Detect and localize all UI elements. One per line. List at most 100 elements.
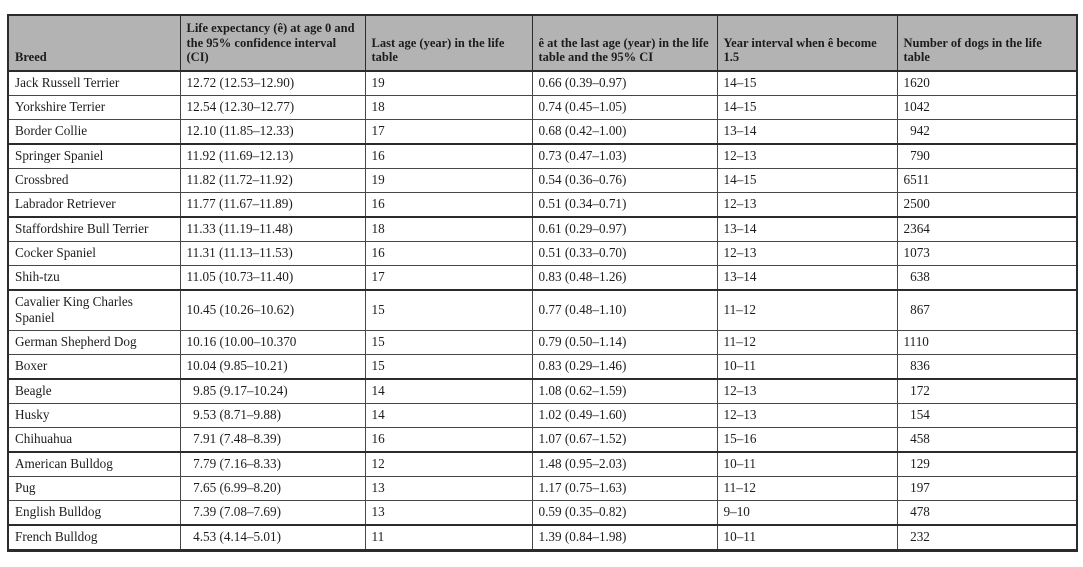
cell-dog-count: 172 (896, 378, 1078, 404)
cell-dog-count: 6511 (896, 167, 1078, 193)
table-row: German Shepherd Dog 10.16 (10.00–10.370 … (7, 329, 1078, 355)
cell-dog-count: 836 (896, 353, 1078, 380)
table-header: Breed Life expectancy (ê) at age 0 and t… (7, 14, 1078, 72)
cell-year-interval: 12–13 (716, 143, 898, 169)
cell-breed: German Shepherd Dog (7, 329, 181, 355)
cell-e-last-age: 0.74 (0.45–1.05) (531, 94, 718, 120)
table-row: Chihuahua 7.91 (7.48–8.39) 16 1.07 (0.67… (7, 426, 1078, 453)
cell-breed: Cocker Spaniel (7, 240, 181, 266)
cell-life-expectancy: 12.72 (12.53–12.90) (179, 70, 366, 96)
cell-e-last-age: 1.07 (0.67–1.52) (531, 426, 718, 453)
cell-breed: Boxer (7, 353, 181, 380)
cell-year-interval: 12–13 (716, 191, 898, 218)
table-row: Shih-tzu 11.05 (10.73–11.40) 17 0.83 (0.… (7, 264, 1078, 291)
cell-life-expectancy: 9.85 (9.17–10.24) (179, 378, 366, 404)
cell-e-last-age: 0.77 (0.48–1.10) (531, 289, 718, 331)
cell-dog-count: 1110 (896, 329, 1078, 355)
cell-year-interval: 12–13 (716, 402, 898, 428)
cell-breed: Chihuahua (7, 426, 181, 453)
cell-e-last-age: 1.08 (0.62–1.59) (531, 378, 718, 404)
table-row: Border Collie 12.10 (11.85–12.33) 17 0.6… (7, 118, 1078, 145)
cell-life-expectancy: 11.33 (11.19–11.48) (179, 216, 366, 242)
cell-e-last-age: 0.79 (0.50–1.14) (531, 329, 718, 355)
cell-e-last-age: 1.39 (0.84–1.98) (531, 524, 718, 551)
table-row: English Bulldog 7.39 (7.08–7.69) 13 0.59… (7, 499, 1078, 526)
cell-breed: Pug (7, 475, 181, 501)
cell-dog-count: 154 (896, 402, 1078, 428)
cell-year-interval: 13–14 (716, 264, 898, 291)
cell-dog-count: 2364 (896, 216, 1078, 242)
cell-e-last-age: 0.73 (0.47–1.03) (531, 143, 718, 169)
cell-e-last-age: 0.83 (0.29–1.46) (531, 353, 718, 380)
cell-last-age: 13 (364, 475, 533, 501)
cell-year-interval: 13–14 (716, 216, 898, 242)
cell-life-expectancy: 10.04 (9.85–10.21) (179, 353, 366, 380)
cell-last-age: 15 (364, 329, 533, 355)
cell-breed: Beagle (7, 378, 181, 404)
table-row: Pug 7.65 (6.99–8.20) 13 1.17 (0.75–1.63)… (7, 475, 1078, 501)
table-row: American Bulldog 7.79 (7.16–8.33) 12 1.4… (7, 451, 1078, 477)
cell-last-age: 14 (364, 378, 533, 404)
cell-year-interval: 14–15 (716, 70, 898, 96)
col-header-life-expectancy: Life expectancy (ê) at age 0 and the 95%… (179, 14, 366, 72)
cell-dog-count: 1073 (896, 240, 1078, 266)
table-row: Staffordshire Bull Terrier 11.33 (11.19–… (7, 216, 1078, 242)
cell-dog-count: 458 (896, 426, 1078, 453)
cell-year-interval: 12–13 (716, 240, 898, 266)
cell-life-expectancy: 7.91 (7.48–8.39) (179, 426, 366, 453)
cell-last-age: 18 (364, 216, 533, 242)
col-header-e-last-age: ê at the last age (year) in the life tab… (531, 14, 718, 72)
cell-life-expectancy: 7.65 (6.99–8.20) (179, 475, 366, 501)
table-row: Beagle 9.85 (9.17–10.24) 14 1.08 (0.62–1… (7, 378, 1078, 404)
cell-e-last-age: 0.59 (0.35–0.82) (531, 499, 718, 526)
cell-dog-count: 129 (896, 451, 1078, 477)
cell-year-interval: 12–13 (716, 378, 898, 404)
cell-year-interval: 11–12 (716, 329, 898, 355)
cell-last-age: 19 (364, 70, 533, 96)
cell-life-expectancy: 7.39 (7.08–7.69) (179, 499, 366, 526)
cell-breed: Yorkshire Terrier (7, 94, 181, 120)
cell-life-expectancy: 4.53 (4.14–5.01) (179, 524, 366, 551)
cell-year-interval: 11–12 (716, 289, 898, 331)
cell-e-last-age: 1.02 (0.49–1.60) (531, 402, 718, 428)
table-row: Cocker Spaniel 11.31 (11.13–11.53) 16 0.… (7, 240, 1078, 266)
cell-e-last-age: 1.48 (0.95–2.03) (531, 451, 718, 477)
cell-breed: Husky (7, 402, 181, 428)
cell-e-last-age: 0.61 (0.29–0.97) (531, 216, 718, 242)
table-row: Labrador Retriever 11.77 (11.67–11.89) 1… (7, 191, 1078, 218)
table-row: French Bulldog 4.53 (4.14–5.01) 11 1.39 … (7, 524, 1078, 551)
life-expectancy-table: Breed Life expectancy (ê) at age 0 and t… (7, 14, 1078, 552)
cell-year-interval: 9–10 (716, 499, 898, 526)
cell-last-age: 11 (364, 524, 533, 551)
table-row: Cavalier King Charles Spaniel 10.45 (10.… (7, 289, 1078, 331)
cell-dog-count: 638 (896, 264, 1078, 291)
cell-dog-count: 2500 (896, 191, 1078, 218)
table-row: Husky 9.53 (8.71–9.88) 14 1.02 (0.49–1.6… (7, 402, 1078, 428)
cell-year-interval: 14–15 (716, 167, 898, 193)
cell-last-age: 15 (364, 289, 533, 331)
cell-year-interval: 11–12 (716, 475, 898, 501)
cell-dog-count: 790 (896, 143, 1078, 169)
cell-e-last-age: 0.83 (0.48–1.26) (531, 264, 718, 291)
cell-breed: Springer Spaniel (7, 143, 181, 169)
cell-life-expectancy: 7.79 (7.16–8.33) (179, 451, 366, 477)
cell-last-age: 12 (364, 451, 533, 477)
cell-dog-count: 942 (896, 118, 1078, 145)
cell-life-expectancy: 12.10 (11.85–12.33) (179, 118, 366, 145)
cell-year-interval: 15–16 (716, 426, 898, 453)
table-row: Yorkshire Terrier 12.54 (12.30–12.77) 18… (7, 94, 1078, 120)
cell-life-expectancy: 12.54 (12.30–12.77) (179, 94, 366, 120)
cell-life-expectancy: 9.53 (8.71–9.88) (179, 402, 366, 428)
cell-breed: Shih-tzu (7, 264, 181, 291)
cell-life-expectancy: 11.05 (10.73–11.40) (179, 264, 366, 291)
cell-last-age: 18 (364, 94, 533, 120)
cell-breed: Jack Russell Terrier (7, 70, 181, 96)
cell-life-expectancy: 11.82 (11.72–11.92) (179, 167, 366, 193)
cell-last-age: 13 (364, 499, 533, 526)
cell-breed: Staffordshire Bull Terrier (7, 216, 181, 242)
col-header-year-interval: Year interval when ê become 1.5 (716, 14, 898, 72)
cell-e-last-age: 0.54 (0.36–0.76) (531, 167, 718, 193)
cell-life-expectancy: 11.92 (11.69–12.13) (179, 143, 366, 169)
col-header-dog-count: Number of dogs in the life table (896, 14, 1078, 72)
cell-breed: Cavalier King Charles Spaniel (7, 289, 181, 331)
